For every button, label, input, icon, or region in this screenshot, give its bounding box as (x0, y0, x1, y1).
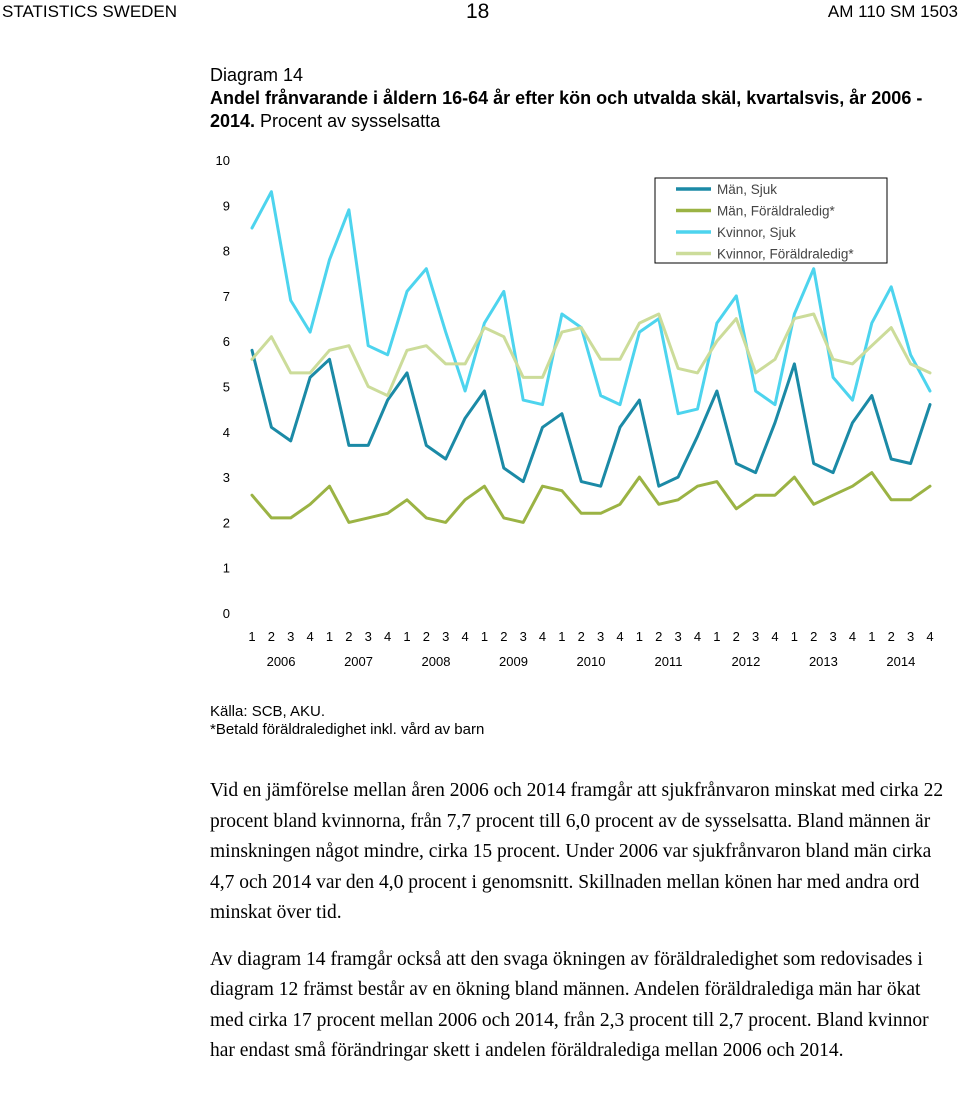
quarter-label: 1 (558, 629, 565, 644)
quarter-label: 3 (442, 629, 449, 644)
quarter-label: 1 (326, 629, 333, 644)
quarter-label: 2 (345, 629, 352, 644)
y-tick-label: 8 (223, 244, 230, 259)
quarter-label: 2 (423, 629, 430, 644)
y-tick-label: 3 (223, 470, 230, 485)
quarter-label: 1 (791, 629, 798, 644)
paragraph-2: Av diagram 14 framgår också att den svag… (210, 948, 929, 1062)
page-header: STATISTICS SWEDEN 18 AM 110 SM 1503 (0, 0, 960, 26)
y-tick-label: 9 (223, 198, 230, 213)
quarter-label: 2 (733, 629, 740, 644)
figure-number: Diagram 14 (210, 65, 304, 85)
quarter-label: 2 (655, 629, 662, 644)
source-note: Källa: SCB, AKU. (210, 703, 326, 720)
quarter-label: 3 (287, 629, 294, 644)
year-label: 2008 (422, 654, 451, 669)
figure-title-bold: Andel frånvarande i åldern 16-64 år efte… (210, 88, 923, 131)
y-tick-label: 10 (216, 153, 230, 168)
quarter-label: 4 (771, 629, 778, 644)
y-tick-label: 2 (223, 515, 230, 530)
publisher-name: STATISTICS SWEDEN (2, 2, 178, 21)
quarter-label: 2 (888, 629, 895, 644)
quarter-label: 4 (306, 629, 313, 644)
year-label: 2011 (654, 654, 682, 669)
quarter-label: 1 (403, 629, 410, 644)
quarter-label: 4 (694, 629, 701, 644)
quarter-label: 4 (384, 629, 391, 644)
y-tick-label: 7 (223, 289, 230, 304)
figure-title-unit: Procent av sysselsatta (255, 111, 441, 131)
year-label: 2009 (499, 654, 528, 669)
legend-box (654, 177, 888, 264)
quarter-label: 2 (268, 629, 275, 644)
quarter-label: 2 (500, 629, 507, 644)
quarter-label: 4 (461, 629, 468, 644)
footnote: *Betald föräldraledighet inkl. vård av b… (210, 721, 485, 738)
year-label: 2006 (267, 654, 296, 669)
y-tick-label: 4 (223, 425, 230, 440)
series-line-4 (250, 312, 932, 398)
series-line-3 (250, 190, 932, 416)
y-tick-label: 5 (223, 380, 230, 395)
figure-title: Andel frånvarande i åldern 16-64 år efte… (210, 87, 950, 133)
legend-label: Kvinnor, Sjuk (717, 225, 796, 240)
year-label: 2014 (886, 654, 915, 669)
legend: Män, Sjuk Män, Föräldraledig* Kvinnor, Sju… (654, 177, 888, 264)
quarter-label: 1 (481, 629, 488, 644)
paragraph-1: Vid en jämförelse mellan åren 2006 och 2… (210, 780, 944, 923)
legend-label: Män, Sjuk (717, 182, 777, 197)
quarter-label: 3 (752, 629, 759, 644)
quarter-label: 3 (907, 629, 914, 644)
year-label: 2007 (344, 654, 373, 669)
quarter-label: 1 (713, 629, 720, 644)
quarter-label: 4 (926, 629, 933, 644)
legend-label: Män, Föräldraledig* (717, 204, 836, 219)
year-label: 2012 (731, 654, 760, 669)
series-line-2 (250, 471, 932, 524)
x-axis: 1 2 3 4 1 2 3 4 1 2 3 4 1 2 3 4 1 2 3 4 1 2 3 4 1 2 3 4 1 2 3 4 1 2 3 42006… (248, 629, 933, 669)
page-number: 18 (466, 0, 490, 23)
quarter-label: 4 (849, 629, 856, 644)
body-text: Vid en jämförelse mellan åren 2006 och 2… (210, 776, 958, 1083)
y-tick-label: 0 (223, 606, 230, 621)
figure-caption: Diagram 14 Andel frånvarande i åldern 16… (210, 64, 950, 133)
quarter-label: 3 (520, 629, 527, 644)
quarter-label: 1 (248, 629, 255, 644)
quarter-label: 3 (829, 629, 836, 644)
quarter-label: 3 (365, 629, 372, 644)
quarter-label: 3 (597, 629, 604, 644)
quarter-label: 2 (578, 629, 585, 644)
y-tick-label: 6 (223, 334, 230, 349)
quarter-label: 1 (636, 629, 643, 644)
legend-label: Kvinnor, Föräldraledig* (717, 247, 854, 262)
quarter-label: 4 (616, 629, 623, 644)
report-code: AM 110 SM 1503 (827, 2, 958, 21)
quarter-label: 1 (868, 629, 875, 644)
quarter-label: 2 (810, 629, 817, 644)
series-line-1 (250, 348, 932, 488)
year-label: 2010 (577, 654, 606, 669)
year-label: 2013 (809, 654, 838, 669)
quarter-label: 3 (675, 629, 682, 644)
quarter-label: 4 (539, 629, 546, 644)
chart-notes: Källa: SCB, AKU. *Betald föräldraledighe… (210, 703, 484, 739)
y-tick-label: 1 (223, 561, 230, 576)
y-axis: 0 1 2 3 4 5 6 7 8 9 10 (216, 153, 230, 621)
plot-lines (250, 190, 932, 524)
